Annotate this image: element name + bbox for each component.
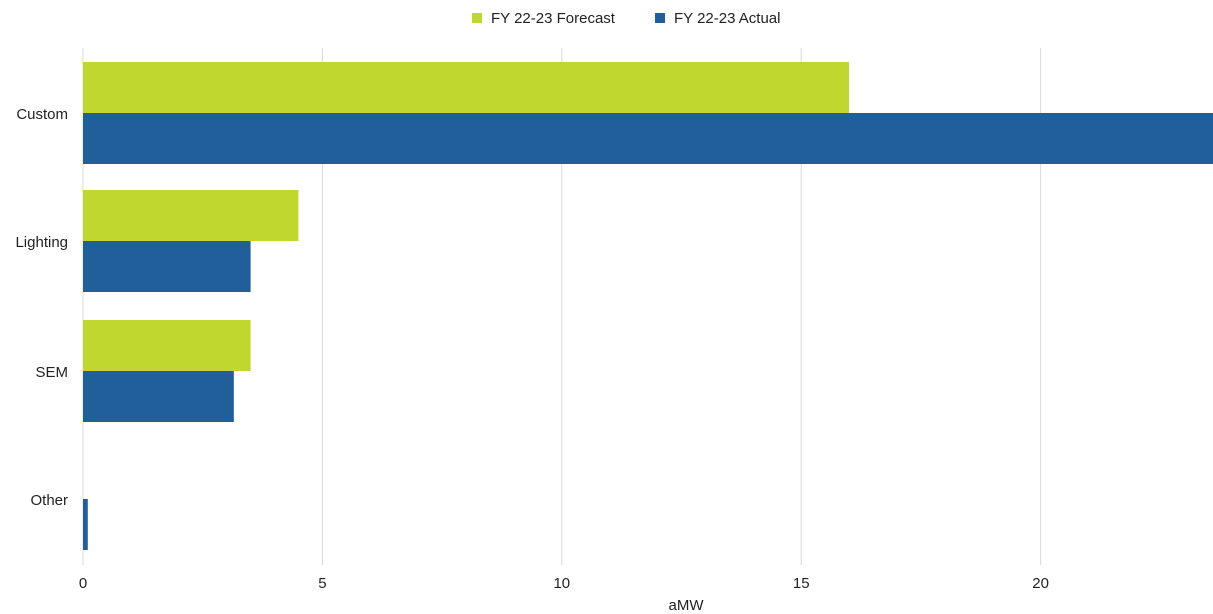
- category-label: Lighting: [15, 234, 68, 251]
- legend-item-actual: FY 22-23 Actual: [655, 10, 780, 27]
- bar-custom-actual: [83, 113, 1213, 164]
- legend-label: FY 22-23 Forecast: [491, 10, 616, 27]
- category-label: Custom: [16, 106, 68, 123]
- bar-lighting-actual: [83, 241, 251, 292]
- x-tick-labels: 0 5 10 15 20: [79, 575, 1049, 592]
- bar-custom-forecast: [83, 62, 850, 113]
- legend-swatch: [472, 13, 482, 23]
- x-tick-label: 15: [793, 575, 810, 592]
- x-tick-label: 0: [79, 575, 87, 592]
- x-tick-label: 5: [318, 575, 326, 592]
- category-labels: Custom Lighting SEM Other: [15, 106, 68, 509]
- legend: FY 22-23 Forecast FY 22-23 Actual: [472, 10, 780, 27]
- bar-sem-forecast: [83, 320, 251, 371]
- legend-swatch: [655, 13, 665, 23]
- category-label: Other: [30, 492, 68, 509]
- x-tick-label: 20: [1032, 575, 1049, 592]
- category-label: SEM: [35, 364, 68, 381]
- bar-sem-actual: [83, 371, 234, 422]
- x-axis-title: aMW: [669, 597, 705, 614]
- bar-lighting-forecast: [83, 190, 299, 241]
- x-tick-label: 10: [553, 575, 570, 592]
- legend-item-forecast: FY 22-23 Forecast: [472, 10, 616, 27]
- legend-label: FY 22-23 Actual: [674, 10, 780, 27]
- bar-other-actual: [83, 499, 88, 550]
- bars: [83, 62, 1213, 550]
